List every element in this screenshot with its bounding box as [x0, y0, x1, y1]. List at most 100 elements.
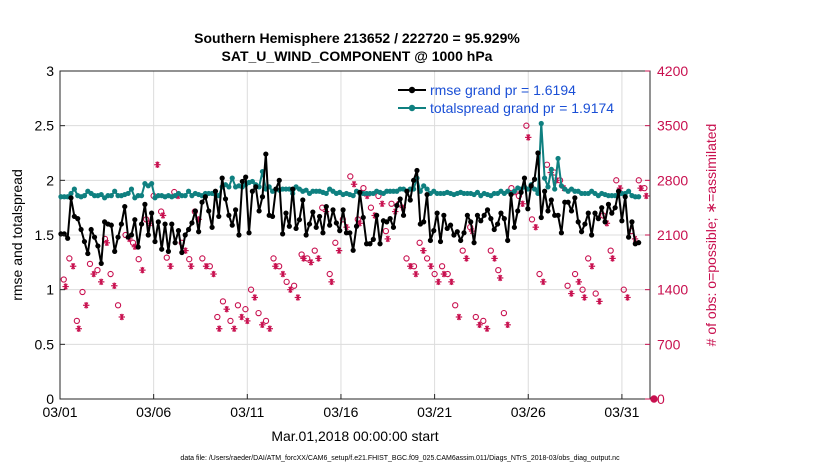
legend-label-rmse: rmse grand pr = 1.6194 [430, 82, 576, 98]
obs-assimilated-marker [187, 263, 195, 270]
rmse-point [377, 241, 383, 247]
rmse-point [374, 212, 380, 218]
rmse-point [165, 248, 172, 254]
totalspread-point [531, 186, 538, 192]
rmse-point [68, 195, 74, 201]
obs-possible-marker [262, 317, 270, 325]
obs-possible-series [60, 122, 658, 403]
obs-assimilated-marker [251, 294, 258, 301]
chart-title: Southern Hemisphere 213652 / 222720 = 95… [194, 30, 520, 46]
rmse-point [283, 210, 289, 216]
y-left-tick-label: 1.5 [35, 227, 55, 243]
rmse-point [421, 219, 427, 225]
rmse-point [518, 189, 524, 195]
rmse-point [169, 221, 175, 227]
totalspread-point [128, 186, 135, 192]
obs-assimilated-marker [202, 263, 210, 270]
rmse-point [390, 224, 397, 230]
rmse-point [629, 219, 635, 225]
rmse-point [320, 230, 326, 236]
obs-assimilated-marker [581, 294, 588, 301]
rmse-point [619, 218, 625, 224]
legend-marker-rmse [408, 86, 416, 94]
rmse-point [565, 199, 571, 205]
rmse-point [535, 150, 541, 156]
obs-assimilated-marker [476, 321, 483, 329]
rmse-point [236, 232, 242, 238]
obs-possible-marker [452, 302, 459, 309]
rmse-point [222, 196, 229, 202]
totalspread-point [511, 188, 517, 194]
rmse-point [454, 229, 460, 235]
rmse-point [185, 226, 192, 233]
obs-possible-marker [234, 302, 242, 309]
obs-assimilated-marker [420, 247, 427, 254]
rmse-point [182, 232, 188, 238]
obs-assimilated-marker [259, 321, 266, 329]
rmse-point [189, 220, 195, 226]
obs-possible-marker [66, 255, 73, 262]
y-left-tick-label: 0.5 [35, 336, 55, 352]
obs-possible-marker [283, 278, 290, 286]
rmse-point [81, 238, 88, 245]
y-left-tick-label: 2.5 [35, 118, 55, 134]
y-right-tick-label: 4200 [657, 63, 688, 79]
totalspread-point [182, 193, 188, 199]
x-tick-label: 03/26 [511, 404, 546, 420]
y-axis-left-ticks: 0 0.5 1 1.5 2 2.5 3 [35, 63, 65, 407]
rmse-point [118, 221, 124, 227]
totalspread-point [185, 188, 192, 194]
obs-assimilated-marker [609, 255, 616, 262]
rmse-point [542, 188, 548, 194]
rmse-point [256, 208, 262, 214]
rmse-point [98, 260, 104, 267]
totalspread-point [112, 188, 118, 194]
legend-marker-totalspread [408, 104, 416, 112]
rmse-point [310, 209, 316, 215]
obs-assimilated-marker [223, 305, 230, 313]
rmse-point [323, 203, 329, 210]
rmse-point [444, 225, 450, 232]
obs-assimilated-marker [448, 278, 455, 286]
rmse-point [286, 223, 292, 229]
obs-possible-marker [219, 298, 227, 305]
totalspread-point [138, 193, 145, 199]
rmse-point [595, 216, 601, 222]
obs-assimilated-marker [272, 263, 279, 270]
obs-possible-marker [543, 161, 551, 168]
rmse-point [303, 232, 309, 238]
y-right-tick-label: 0 [657, 391, 665, 407]
obs-possible-marker [523, 122, 530, 129]
rmse-point [269, 213, 276, 220]
obs-assimilated-marker [412, 270, 420, 278]
rmse-point [202, 194, 208, 200]
rmse-point [330, 207, 336, 213]
obs-assimilated-marker [83, 302, 90, 309]
rmse-point [95, 243, 101, 249]
obs-assimilated-marker [238, 313, 245, 321]
totalspread-point [226, 184, 232, 190]
rmse-point [367, 241, 373, 247]
obs-assimilated-marker [496, 274, 504, 282]
rmse-point [531, 176, 538, 182]
rmse-point [484, 207, 491, 213]
y-axis-right-label: # of obs: o=possible; ∗=assimilated [703, 124, 719, 347]
rmse-point [458, 237, 464, 244]
rmse-point [521, 175, 528, 181]
rmse-point [481, 212, 487, 218]
rmse-point [357, 189, 363, 195]
obs-assimilated-marker [315, 255, 322, 262]
rmse-point [142, 201, 148, 207]
obs-assimilated-marker [596, 298, 603, 305]
obs-assimilated-marker [575, 278, 583, 286]
totalspread-point [625, 188, 632, 194]
obs-possible-marker [60, 276, 67, 283]
rmse-point [572, 195, 578, 201]
rmse-point [636, 240, 642, 246]
obs-possible-marker [528, 216, 536, 223]
rmse-point [545, 208, 551, 214]
rmse-point [602, 219, 608, 225]
obs-assimilated-marker [637, 184, 644, 192]
rmse-point [568, 208, 575, 214]
obs-possible-marker [163, 254, 170, 261]
